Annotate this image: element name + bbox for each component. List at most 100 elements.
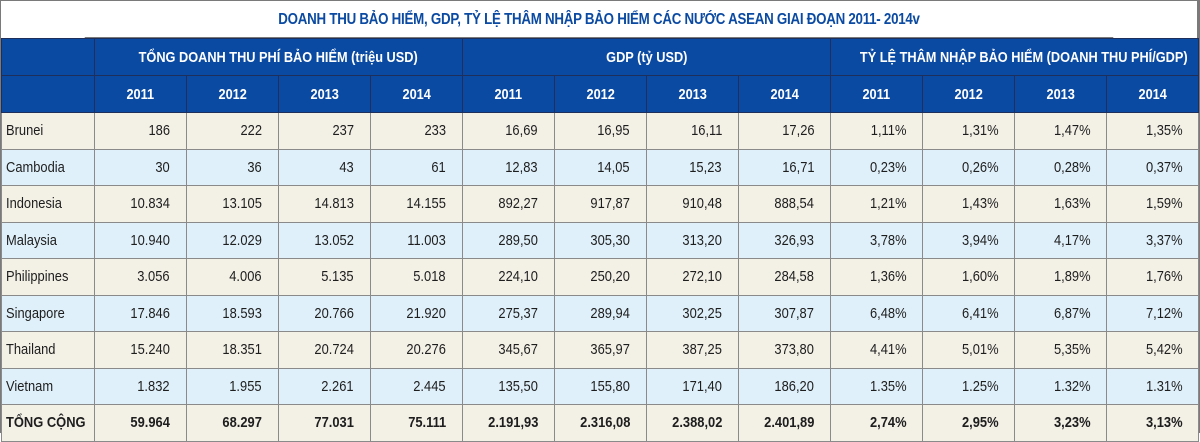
cell-value: 21.920 bbox=[406, 304, 447, 322]
value-cell: 1,21% bbox=[830, 185, 924, 223]
cell-value: 135,50 bbox=[498, 377, 539, 395]
cell-value: 233 bbox=[424, 122, 447, 140]
asean-insurance-table: TỔNG DOANH THU PHÍ BẢO HIỂM (triệu USD) … bbox=[1, 38, 1200, 442]
value-cell: 5.135 bbox=[278, 258, 371, 296]
group-header-label: TỔNG DOANH THU PHÍ BẢO HIỂM (triệu USD) bbox=[138, 48, 419, 66]
cell-value: 345,67 bbox=[498, 341, 539, 359]
value-cell: 77.031 bbox=[278, 404, 371, 442]
value-cell: 888,54 bbox=[738, 185, 832, 223]
country-cell: Singapore bbox=[1, 294, 95, 332]
cell-value: 16,71 bbox=[781, 158, 815, 176]
value-cell: 61 bbox=[369, 148, 464, 186]
cell-value: 272,10 bbox=[682, 268, 723, 286]
country-cell: Vietnam bbox=[1, 367, 95, 405]
country-name: Brunei bbox=[6, 122, 44, 140]
value-cell: 20.766 bbox=[278, 294, 371, 332]
value-cell: 15,23 bbox=[646, 148, 740, 186]
value-cell: 59.964 bbox=[94, 404, 187, 442]
value-cell: 2,74% bbox=[830, 404, 924, 442]
cell-value: 1,59% bbox=[1145, 195, 1183, 213]
cell-value: 6,41% bbox=[961, 304, 999, 322]
cell-value: 75.111 bbox=[407, 414, 447, 432]
cell-value: 275,37 bbox=[498, 304, 539, 322]
cell-value: 2.191,93 bbox=[487, 414, 539, 432]
value-cell: 5.018 bbox=[369, 258, 464, 296]
value-cell: 16,69 bbox=[462, 112, 556, 150]
value-cell: 7,12% bbox=[1106, 294, 1200, 332]
total-label: TỔNG CỘNG bbox=[6, 414, 86, 432]
value-cell: 387,25 bbox=[646, 331, 740, 369]
value-cell: 1,31% bbox=[922, 112, 1016, 150]
value-cell: 12.029 bbox=[186, 221, 279, 259]
year-header: 2014 bbox=[738, 75, 832, 113]
country-cell: Indonesia bbox=[1, 185, 95, 223]
value-cell: 1,60% bbox=[922, 258, 1016, 296]
cell-value: 3,23% bbox=[1053, 414, 1091, 432]
corner-cell bbox=[1, 38, 95, 76]
cell-value: 3.056 bbox=[137, 268, 170, 286]
group-header-premium: TỔNG DOANH THU PHÍ BẢO HIỂM (triệu USD) bbox=[93, 38, 464, 76]
value-cell: 18.593 bbox=[186, 294, 279, 332]
cell-value: 222 bbox=[240, 122, 262, 140]
year-header: 2012 bbox=[554, 75, 648, 113]
year-header: 2012 bbox=[922, 75, 1016, 113]
cell-value: 1,76% bbox=[1145, 268, 1183, 286]
cell-value: 20.766 bbox=[314, 304, 354, 322]
cell-value: 171,40 bbox=[682, 377, 723, 395]
cell-value: 4,17% bbox=[1053, 231, 1091, 249]
cell-value: 1,31% bbox=[961, 122, 999, 140]
group-header-penetration: TỶ LỆ THÂM NHẬP BẢO HIỂM (DOANH THU PHÍ/… bbox=[830, 38, 1200, 76]
year-header: 2013 bbox=[646, 75, 740, 113]
cell-value: 16,95 bbox=[597, 122, 631, 140]
total-label-cell: TỔNG CỘNG bbox=[1, 404, 95, 442]
year-header: 2014 bbox=[369, 75, 464, 113]
value-cell: 4,17% bbox=[1014, 221, 1108, 259]
value-cell: 2.445 bbox=[369, 367, 464, 405]
value-cell: 302,25 bbox=[646, 294, 740, 332]
cell-value: 2.261 bbox=[321, 377, 354, 395]
value-cell: 10.834 bbox=[94, 185, 187, 223]
value-cell: 2.191,93 bbox=[462, 404, 556, 442]
value-cell: 3,13% bbox=[1106, 404, 1200, 442]
value-cell: 2.261 bbox=[278, 367, 371, 405]
value-cell: 1.955 bbox=[186, 367, 279, 405]
cell-value: 5.018 bbox=[413, 268, 447, 286]
cell-value: 250,20 bbox=[590, 268, 631, 286]
value-cell: 1.832 bbox=[94, 367, 187, 405]
cell-value: 5,42% bbox=[1145, 341, 1183, 359]
country-cell: Malaysia bbox=[1, 221, 95, 259]
cell-value: 313,20 bbox=[682, 231, 723, 249]
cell-value: 12,83 bbox=[505, 158, 539, 176]
value-cell: 13.105 bbox=[186, 185, 279, 223]
value-cell: 345,67 bbox=[462, 331, 556, 369]
country-name: Singapore bbox=[6, 304, 65, 322]
value-cell: 12,83 bbox=[462, 148, 556, 186]
value-cell: 365,97 bbox=[554, 331, 648, 369]
value-cell: 5,01% bbox=[922, 331, 1016, 369]
value-cell: 10.940 bbox=[94, 221, 187, 259]
table-row: Malaysia 10.940 12.029 13.052 11.003 289,50 30… bbox=[1, 221, 1200, 259]
cell-value: 4.006 bbox=[229, 268, 262, 286]
value-cell: 1,59% bbox=[1106, 185, 1200, 223]
cell-value: 15.240 bbox=[130, 341, 170, 359]
value-cell: 1,43% bbox=[922, 185, 1016, 223]
value-cell: 14.155 bbox=[369, 185, 464, 223]
cell-value: 18.351 bbox=[222, 341, 262, 359]
cell-value: 305,30 bbox=[590, 231, 631, 249]
cell-value: 2.445 bbox=[413, 377, 447, 395]
cell-value: 1.25% bbox=[961, 377, 999, 395]
value-cell: 3,94% bbox=[922, 221, 1016, 259]
value-cell: 1.32% bbox=[1014, 367, 1108, 405]
cell-value: 373,80 bbox=[774, 341, 815, 359]
cell-value: 289,94 bbox=[590, 304, 631, 322]
cell-value: 16,11 bbox=[690, 122, 723, 140]
group-header-gdp: GDP (tỷ USD) bbox=[462, 38, 832, 76]
value-cell: 272,10 bbox=[646, 258, 740, 296]
country-name: Vietnam bbox=[6, 377, 54, 395]
cell-value: 10.940 bbox=[130, 231, 170, 249]
value-cell: 1,47% bbox=[1014, 112, 1108, 150]
year-header: 2013 bbox=[278, 75, 371, 113]
cell-value: 155,80 bbox=[590, 377, 631, 395]
cell-value: 77.031 bbox=[314, 414, 354, 432]
value-cell: 1,89% bbox=[1014, 258, 1108, 296]
